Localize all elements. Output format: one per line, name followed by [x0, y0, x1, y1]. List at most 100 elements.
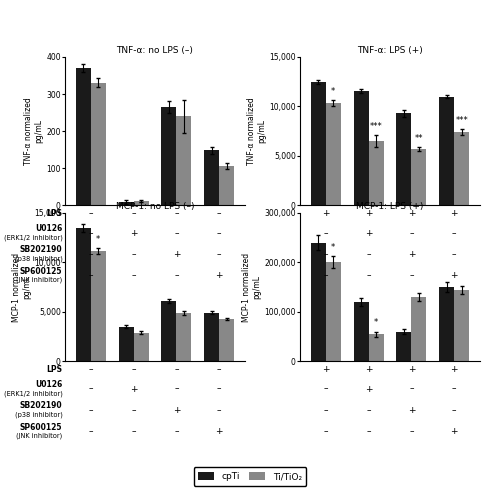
Text: +: + [408, 406, 415, 415]
Text: –: – [409, 427, 414, 436]
Bar [454, 290, 469, 361]
Text: (ERK1/2 inhibitor): (ERK1/2 inhibitor) [4, 234, 62, 241]
Bar [440, 97, 454, 205]
Text: (p38 inhibitor): (p38 inhibitor) [14, 411, 62, 418]
Text: +: + [130, 229, 138, 238]
Bar [354, 91, 368, 205]
Bar [220, 319, 234, 361]
Text: +: + [450, 365, 458, 374]
Text: –: – [88, 427, 93, 436]
Text: –: – [132, 209, 136, 218]
Bar [368, 141, 384, 205]
Bar [310, 82, 326, 205]
Text: –: – [324, 427, 328, 436]
Text: +: + [216, 271, 223, 280]
Bar [326, 103, 340, 205]
Text: SB202190: SB202190 [20, 401, 62, 410]
Text: –: – [88, 250, 93, 259]
Text: +: + [130, 385, 138, 394]
Bar [162, 301, 176, 361]
Text: SP600125: SP600125 [20, 423, 62, 432]
Text: **: ** [414, 134, 423, 143]
Text: –: – [452, 229, 456, 238]
Bar [454, 132, 469, 205]
Legend: cpTi, Ti/TiO₂: cpTi, Ti/TiO₂ [194, 467, 306, 486]
Text: –: – [409, 271, 414, 280]
Text: –: – [132, 271, 136, 280]
Bar [90, 251, 106, 361]
Bar [76, 228, 90, 361]
Text: –: – [132, 406, 136, 415]
Y-axis label: TNF-α normalized
pg/mL: TNF-α normalized pg/mL [247, 98, 266, 165]
Text: +: + [216, 427, 223, 436]
Bar [326, 262, 340, 361]
Bar [310, 243, 326, 361]
Text: +: + [365, 385, 372, 394]
Bar [412, 297, 426, 361]
Text: (JNK inhibitor): (JNK inhibitor) [16, 433, 62, 440]
Text: –: – [132, 250, 136, 259]
Text: (p38 inhibitor): (p38 inhibitor) [14, 255, 62, 262]
Text: +: + [408, 250, 415, 259]
Bar [396, 332, 411, 361]
Bar [204, 313, 220, 361]
Bar [134, 333, 148, 361]
Text: –: – [366, 271, 371, 280]
Text: –: – [174, 229, 178, 238]
Text: *: * [96, 235, 100, 244]
Text: +: + [172, 406, 180, 415]
Bar [118, 327, 134, 361]
Text: SP600125: SP600125 [20, 267, 62, 276]
Text: –: – [88, 406, 93, 415]
Text: –: – [409, 385, 414, 394]
Text: U0126: U0126 [35, 380, 62, 389]
Bar [354, 302, 368, 361]
Text: +: + [408, 209, 415, 218]
Title: TNF-α: LPS (+): TNF-α: LPS (+) [357, 46, 423, 55]
Text: SB202190: SB202190 [20, 246, 62, 254]
Text: LPS: LPS [46, 209, 62, 218]
Text: –: – [217, 250, 222, 259]
Y-axis label: MCP-1 normalized
pg/mL: MCP-1 normalized pg/mL [12, 252, 32, 322]
Bar [176, 116, 192, 205]
Bar [134, 201, 148, 205]
Text: +: + [365, 365, 372, 374]
Text: ***: *** [456, 116, 468, 125]
Text: *: * [331, 87, 336, 96]
Title: MCP-1: LPS (+): MCP-1: LPS (+) [356, 201, 424, 211]
Text: –: – [324, 229, 328, 238]
Title: TNF-α: no LPS (–): TNF-α: no LPS (–) [116, 46, 194, 55]
Text: +: + [322, 365, 330, 374]
Text: –: – [409, 229, 414, 238]
Bar [76, 68, 90, 205]
Title: MCP-1: no LPS (–): MCP-1: no LPS (–) [116, 201, 194, 211]
Text: –: – [217, 229, 222, 238]
Text: LPS: LPS [46, 365, 62, 374]
Text: ***: *** [370, 122, 382, 131]
Bar [204, 150, 220, 205]
Bar [220, 166, 234, 205]
Text: –: – [324, 385, 328, 394]
Text: –: – [88, 271, 93, 280]
Text: +: + [450, 271, 458, 280]
Bar [118, 202, 134, 205]
Text: –: – [174, 427, 178, 436]
Text: *: * [331, 243, 336, 252]
Text: –: – [132, 427, 136, 436]
Text: –: – [217, 406, 222, 415]
Text: +: + [365, 209, 372, 218]
Text: +: + [450, 427, 458, 436]
Text: –: – [174, 365, 178, 374]
Text: –: – [174, 209, 178, 218]
Bar [412, 149, 426, 205]
Text: –: – [366, 406, 371, 415]
Text: –: – [88, 229, 93, 238]
Text: +: + [450, 209, 458, 218]
Text: –: – [366, 427, 371, 436]
Text: –: – [452, 250, 456, 259]
Text: –: – [452, 406, 456, 415]
Bar [368, 334, 384, 361]
Text: –: – [174, 385, 178, 394]
Text: –: – [217, 385, 222, 394]
Text: (JNK inhibitor): (JNK inhibitor) [16, 277, 62, 284]
